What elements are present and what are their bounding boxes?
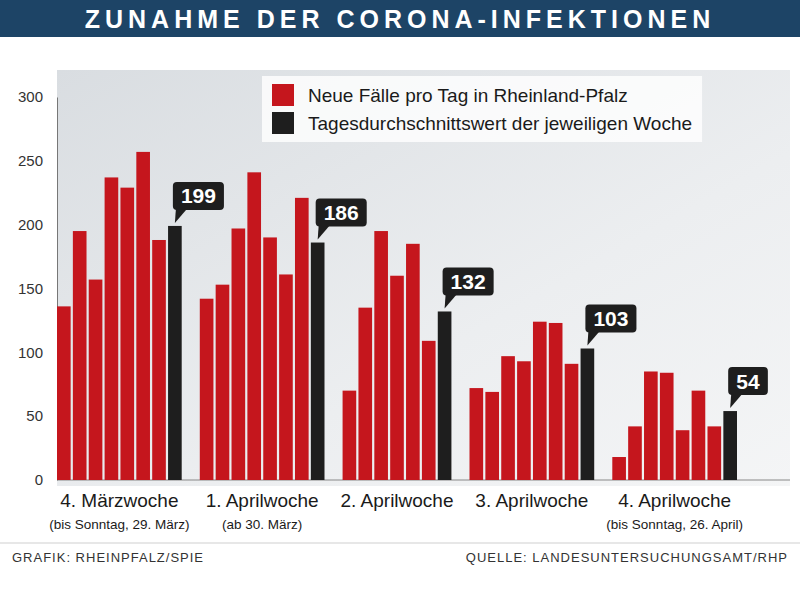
daily-bar [89,280,103,480]
daily-bar [374,231,388,480]
legend-label: Neue Fälle pro Tag in Rheinland-Pfalz [308,85,628,106]
average-bar [581,349,595,480]
legend-background [262,76,702,142]
daily-bar [105,177,119,480]
header-band [0,0,800,37]
daily-bar [200,299,214,480]
daily-bar [390,276,404,480]
daily-bar [707,426,721,480]
x-category-label: 4. Aprilwoche [618,490,731,511]
data-label-box [728,367,768,395]
daily-bar [644,371,658,480]
y-tick-label: 50 [26,407,43,424]
daily-bar [295,198,309,480]
data-label-box [173,182,224,210]
data-label-box [443,267,494,295]
daily-bar [470,388,484,480]
daily-bar [358,308,372,480]
daily-bar [485,392,499,480]
daily-bar [612,457,626,480]
y-tick-label: 0 [35,471,43,488]
data-label-text: 199 [181,184,216,207]
daily-bar [279,274,293,480]
data-label: 103 [585,305,636,346]
daily-bar [120,188,134,480]
legend-swatch [272,112,294,134]
data-label-tail [730,394,742,408]
daily-bar [136,152,150,480]
daily-bar [660,373,674,480]
data-label: 186 [316,199,367,240]
y-tick-label: 150 [18,280,43,297]
y-tick-label: 100 [18,344,43,361]
plot-background [57,70,790,486]
daily-bar [406,244,420,480]
data-label-tail [318,226,330,240]
y-axis: 0 50 100 150 200 250 300 [18,88,58,488]
data-label: 199 [173,182,224,223]
x-category-note: (bis Sonntag, 26. April) [606,517,743,532]
daily-bar [343,391,357,480]
x-category-label: 3. Aprilwoche [475,490,588,511]
data-label-tail [175,209,187,223]
chart: ZUNAHME DER CORONA-INFEKTIONEN 0 50 100 150 2… [0,0,800,608]
y-tick: 300 [18,88,57,105]
y-tick: 250 [18,152,57,169]
daily-bar [501,356,515,480]
data-label-tail [445,294,457,308]
title: ZUNAHME DER CORONA-INFEKTIONEN [85,5,716,33]
y-tick: 0 [35,471,57,488]
data-label-text: 103 [593,307,628,330]
daily-bar [422,341,436,480]
data-label: 132 [443,267,494,308]
legend: Neue Fälle pro Tag in Rheinland-Pfalz Tag… [262,76,702,142]
y-tick-label: 300 [18,88,43,105]
daily-bar [57,306,71,480]
average-bar [438,311,452,480]
average-bar [311,243,325,480]
daily-bar [263,237,277,480]
daily-bar [533,322,547,480]
source: QUELLE: LANDESUNTERSUCHUNGSAMT/RHP [466,550,788,565]
daily-bar [232,228,246,480]
data-labels: 199 186 132 103 54 [173,182,768,408]
y-tick-label: 250 [18,152,43,169]
data-label-tail [587,332,599,346]
x-category-note: (ab 30. März) [222,517,302,532]
legend-label: Tagesdurchschnittswert der jeweiligen Wo… [308,113,692,134]
x-category-note: (bis Sonntag, 29. März) [49,517,189,532]
daily-bar [73,231,87,480]
y-tick: 50 [26,407,57,424]
daily-bar [152,240,166,480]
x-category-label: 2. Aprilwoche [340,490,453,511]
x-category-label: 1. Aprilwoche [206,490,319,511]
y-tick-label: 200 [18,216,43,233]
footer-rule [0,543,800,544]
daily-bar [247,172,261,480]
daily-bar [692,391,706,480]
data-label-text: 186 [324,201,359,224]
x-categories: 4. Märzwoche (bis Sonntag, 29. März) 1. Ap… [49,490,743,532]
bars [57,152,737,480]
y-tick: 200 [18,216,57,233]
daily-bar [628,426,642,480]
average-bar [168,226,182,480]
daily-bar [517,361,531,480]
y-tick: 150 [18,280,57,297]
data-label-box [316,199,367,227]
daily-bar [216,285,230,480]
y-tick: 100 [18,344,57,361]
daily-bar [565,364,579,480]
x-category-label: 4. Märzwoche [60,490,178,511]
daily-bar [549,323,563,480]
daily-bar [676,430,690,480]
credit: GRAFIK: RHEINPFALZ/SPIE [12,550,204,565]
average-bar [723,411,737,480]
data-label: 54 [728,367,768,408]
data-label-text: 54 [736,370,760,393]
data-label-box [585,305,636,333]
data-label-text: 132 [451,270,486,293]
legend-swatch [272,84,294,106]
